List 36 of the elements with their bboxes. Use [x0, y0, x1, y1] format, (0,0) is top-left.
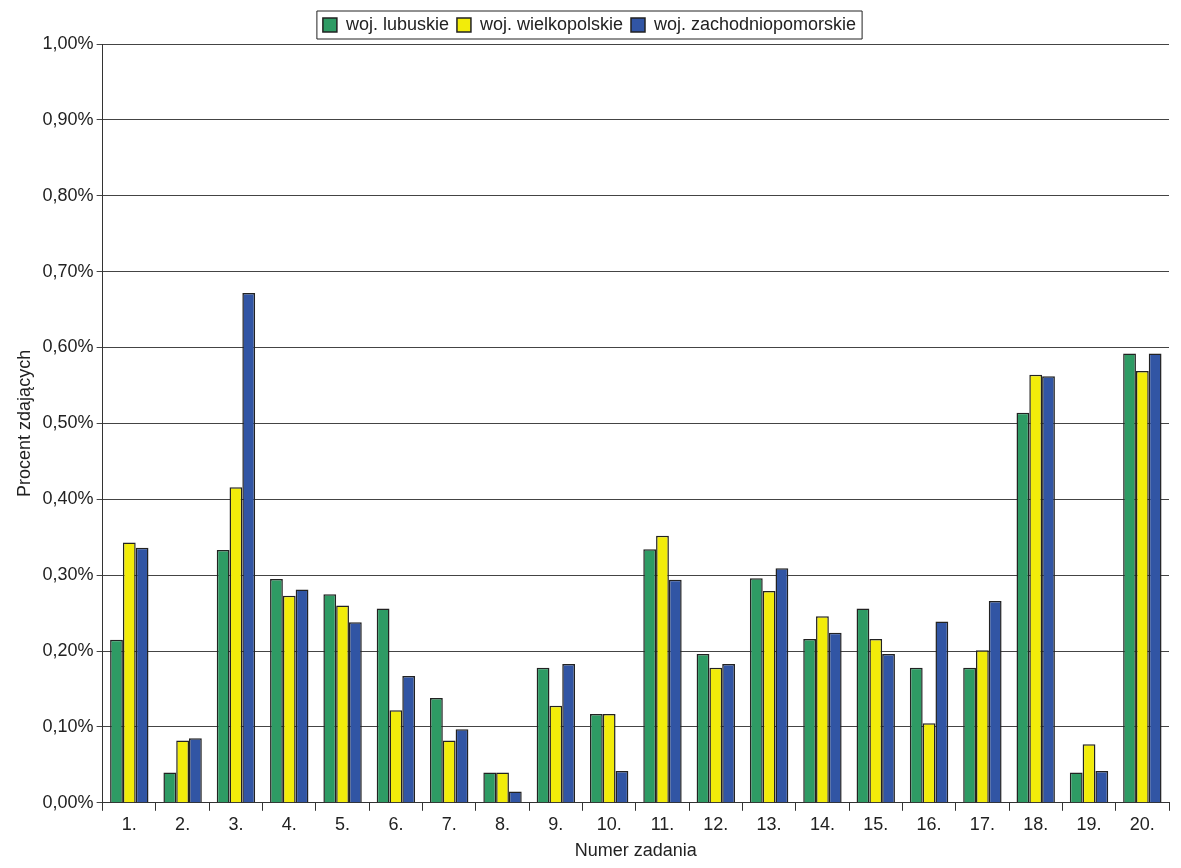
x-tick-label: 2.: [175, 813, 191, 834]
x-tick-label: 8.: [495, 813, 511, 834]
x-tick-label: 7.: [441, 813, 457, 834]
legend-label: woj. lubuskie: [344, 13, 449, 34]
y-tick-label: 0,30%: [42, 564, 94, 585]
x-tick-label: 1.: [121, 813, 137, 834]
y-tick-label: 1,00%: [42, 32, 94, 53]
x-tick-label: 10.: [596, 813, 622, 834]
legend-label: woj. zachodniopomorskie: [653, 13, 857, 34]
y-tick-label: 0,20%: [42, 640, 94, 661]
y-tick-label: 0,10%: [42, 715, 94, 736]
x-tick-label: 19.: [1076, 813, 1102, 834]
x-tick-label: 3.: [228, 813, 244, 834]
y-tick-label: 0,00%: [42, 791, 94, 812]
y-tick-label: 0,50%: [42, 412, 94, 433]
x-tick-label: 13.: [756, 813, 782, 834]
y-tick-label: 0,80%: [42, 184, 94, 205]
x-axis-title: Numer zadania: [574, 840, 698, 861]
x-tick-label: 17.: [969, 813, 995, 834]
y-tick-label: 0,70%: [42, 260, 94, 281]
x-tick-label: 15.: [863, 813, 889, 834]
x-tick-label: 11.: [650, 813, 675, 834]
x-tick-label: 12.: [703, 813, 729, 834]
x-tick-label: 14.: [809, 813, 835, 834]
legend-label: woj. wielkopolskie: [478, 13, 624, 34]
y-tick-label: 0,90%: [42, 108, 94, 129]
x-tick-label: 18.: [1023, 813, 1049, 834]
x-tick-label: 5.: [335, 813, 351, 834]
y-axis-title: Procent zdających: [13, 349, 34, 497]
x-tick-label: 16.: [916, 813, 942, 834]
x-tick-label: 9.: [548, 813, 564, 834]
x-tick-label: 6.: [388, 813, 404, 834]
x-tick-label: 20.: [1129, 813, 1155, 834]
y-tick-label: 0,60%: [42, 336, 94, 357]
x-tick-label: 4.: [281, 813, 297, 834]
y-tick-label: 0,40%: [42, 488, 94, 509]
